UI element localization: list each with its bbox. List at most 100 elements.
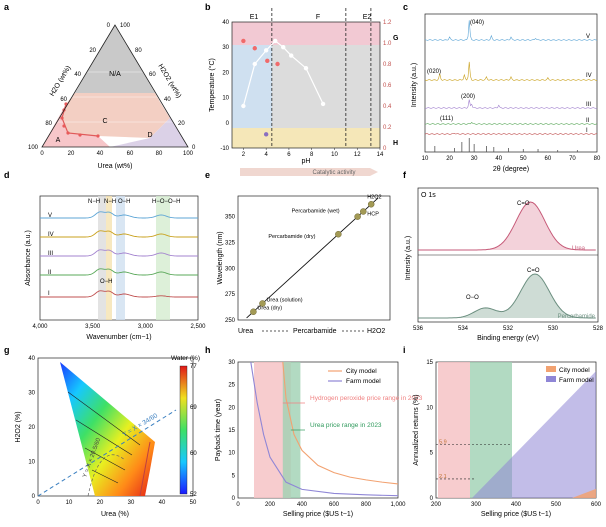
panel-a-ternary: N/A C D A 0 20 40 60 80 100 100 80 60 40… [28, 23, 196, 170]
svg-text:II: II [48, 270, 52, 276]
i-x-tick: 500 [551, 502, 562, 508]
b-activity-label: Catalytic activity [312, 170, 355, 176]
g-colorbar [179, 365, 188, 495]
b-x-tick: 2 [242, 152, 246, 158]
ternary-right-ticks: 100 80 60 40 20 0 [120, 23, 196, 151]
ternary-left-ticks: 100 80 60 40 20 0 [28, 23, 111, 151]
b-white-point [273, 38, 278, 44]
panel-g-heatmap: Y = X × 34/60 Y = X × 20.5/60 0 10 20 30 40 5… [15, 355, 200, 518]
svg-text:(040): (040) [470, 20, 484, 26]
svg-text:V: V [48, 213, 52, 219]
svg-text:(111): (111) [440, 116, 453, 122]
h-x-tick: 800 [361, 502, 372, 508]
h-legend: City model Farm model [328, 368, 381, 385]
svg-text:80: 80 [135, 48, 142, 54]
svg-text:20: 20 [178, 121, 185, 127]
i-x-label: Selling price ($US t−1) [481, 511, 551, 518]
b-y-tick: 10 [222, 96, 229, 102]
b-y2-tick: 0.2 [383, 125, 392, 131]
svg-text:I: I [586, 128, 588, 134]
panel-letter-e: e [205, 170, 210, 180]
g-x-tick: 50 [190, 500, 197, 506]
b-band-pink [232, 22, 380, 45]
e-frame [237, 195, 391, 321]
h-y-tick: 5 [232, 473, 236, 479]
i-x-tick: 300 [471, 502, 482, 508]
c-x-tick: 30 [471, 156, 478, 162]
g-y-label: H2O2 (%) [15, 411, 22, 442]
f-x-tick: 528 [593, 326, 604, 332]
i-marker-label: 2.1 [439, 474, 447, 480]
g-colorbar-tick: 52 [190, 492, 197, 498]
svg-text:V: V [586, 34, 590, 40]
g-colorbar-title: Water (%) [171, 355, 200, 362]
e-point-label: Urea (dry) [257, 306, 282, 312]
i-y-tick: 15 [426, 360, 433, 366]
i-y-label: Annualized returns (%) [413, 394, 420, 465]
ternary-region-a [42, 104, 110, 147]
b-x-tick: 10 [331, 152, 338, 158]
panel-letter-i: i [403, 345, 406, 355]
panel-letter-g: g [4, 345, 10, 355]
c-x-tick: 60 [545, 156, 552, 162]
h-frame [237, 361, 399, 499]
g-y-tick: 10 [28, 460, 35, 466]
b-y2-tick: 1.0 [383, 41, 392, 47]
e-legend: Urea Percarbamide H2O2 [238, 328, 385, 335]
b-zone-e2: E2 [363, 14, 372, 21]
e-point [259, 300, 266, 307]
svg-text:II: II [586, 118, 590, 124]
panel-letter-b: b [205, 2, 211, 12]
g-colorbar-tick: 69 [190, 405, 197, 411]
panel-i-returns: 5.9 2.1 200 300 400 500 600 0 5 10 15 Selling pri… [413, 360, 602, 518]
b-y-tick: -10 [220, 146, 229, 152]
svg-text:Farm model: Farm model [559, 377, 594, 384]
c-peak-labels: (040) (020) (200) (111) [427, 20, 484, 122]
g-colorbar-tick: 77 [190, 364, 197, 370]
panel-letter-a: a [4, 2, 10, 12]
b-right-label-h: H [393, 140, 398, 147]
b-activity-arrow [240, 168, 378, 176]
i-city-area [572, 488, 596, 498]
d-series-labels: V IV III II I [48, 213, 54, 297]
svg-text:20: 20 [89, 48, 96, 54]
panel-f-xps: 536 534 532 530 528 O 1s Binding energy (eV)… [405, 187, 604, 342]
b-x-tick: 14 [377, 152, 384, 158]
b-band-yellow [232, 128, 380, 148]
svg-text:I: I [48, 291, 50, 297]
b-y-tick: 40 [222, 20, 229, 26]
e-data: Urea (dry) Urea (solution) Percarbamide (d… [246, 194, 382, 319]
f-series-perc: Percarbamide [558, 314, 596, 320]
b-white-point [320, 101, 326, 107]
d-band-3 [116, 196, 125, 320]
g-y-tick: 30 [28, 391, 35, 397]
f-peak-perc: C=O [527, 268, 540, 274]
g-axes: 0 10 20 30 40 50 0 10 20 30 40 [28, 356, 197, 506]
i-x-tick: 200 [431, 502, 442, 508]
c-series-III [424, 99, 598, 109]
c-y-label: Intensity (a.u.) [411, 63, 418, 107]
e-point [250, 308, 257, 315]
c-series-IV [424, 61, 597, 81]
ternary-right-label: H2O2 (wt%) [156, 63, 182, 99]
b-white-line [242, 40, 324, 107]
f-series-urea: Urea [572, 246, 586, 252]
svg-text:40: 40 [74, 72, 81, 78]
panel-h-payback: 0 200 400 600 800 1,000 0 5 10 15 20 25 30 Selling p… [215, 360, 423, 518]
panel-b-phase-map: E1 F E2 2 4 6 8 10 12 14 -10 0 10 20 30 40 0 0.2 0.4 0.6… [208, 8, 399, 176]
d-x-tick: 4,000 [32, 324, 48, 330]
svg-text:O−H: O−H [118, 199, 131, 205]
panel-letter-d: d [4, 170, 10, 180]
b-red-point [275, 61, 280, 67]
b-zone-e1: E1 [250, 14, 259, 21]
i-data: 5.9 2.1 [436, 371, 596, 498]
e-y-tick: 275 [225, 292, 236, 298]
h-y-label: Payback time (year) [215, 399, 222, 461]
svg-text:O−H: O−H [100, 279, 113, 285]
f-x-tick: 534 [458, 326, 469, 332]
b-x-tick: 8 [310, 152, 314, 158]
d-series-II [40, 268, 198, 276]
h-region-label-hp: Hydrogen peroxide price range in 2023 [310, 395, 423, 402]
svg-text:III: III [48, 251, 53, 257]
svg-text:0: 0 [192, 145, 196, 151]
